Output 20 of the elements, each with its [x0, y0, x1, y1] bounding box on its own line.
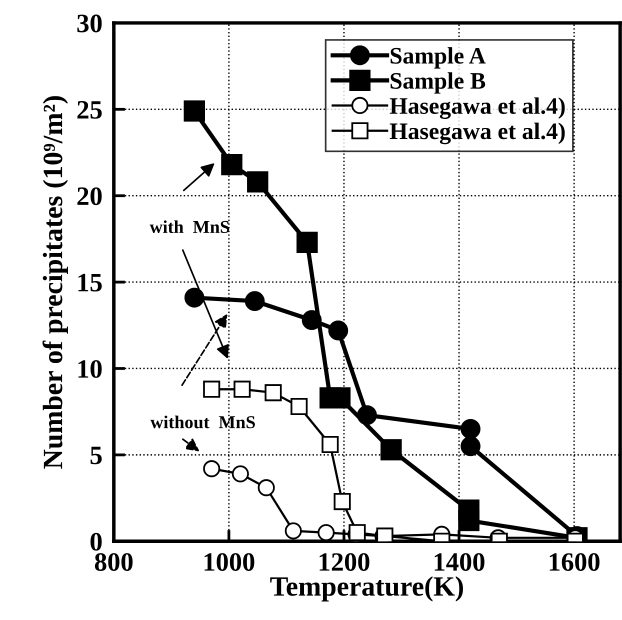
y-tick-label: 15	[78, 274, 102, 292]
y-tick-label: 10	[78, 360, 102, 378]
y-tick-label: 25	[77, 101, 102, 119]
annotation: without MnS	[150, 416, 255, 428]
y-tick-label: 30	[77, 14, 102, 32]
y-tick-label: 0	[90, 532, 102, 551]
x-tick-label: 800	[94, 553, 133, 571]
y-axis-title: Number of precipitates (10⁹/m²)	[42, 96, 68, 469]
legend-label: Hasegawa et al.4)	[390, 97, 565, 119]
y-tick-label: 20	[77, 187, 102, 206]
x-axis-title: Temperature(K)	[270, 576, 463, 602]
x-tick-label: 1000	[204, 553, 254, 571]
legend-label: Hasegawa et al.4)	[390, 122, 565, 144]
legend-label: Sample A	[390, 47, 486, 69]
x-tick-label: 1400	[434, 553, 484, 571]
x-tick-label: 1600	[550, 553, 600, 571]
legend-label: Sample B	[390, 72, 486, 94]
y-tick-label: 5	[90, 446, 102, 464]
annotation: with MnS	[150, 220, 230, 234]
x-tick-label: 1200	[320, 553, 370, 571]
